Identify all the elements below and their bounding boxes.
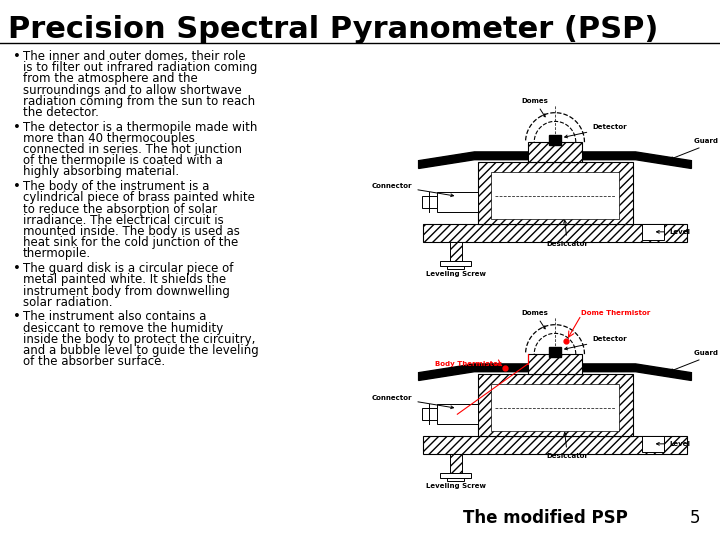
Text: The instrument also contains a: The instrument also contains a <box>23 310 207 323</box>
Bar <box>437 192 477 212</box>
Bar <box>437 404 477 424</box>
Text: inside the body to protect the circuitry,: inside the body to protect the circuitry… <box>23 333 256 346</box>
Text: connected in series. The hot junction: connected in series. The hot junction <box>23 143 242 156</box>
Bar <box>447 478 464 481</box>
Text: Dome Thermistor: Dome Thermistor <box>581 310 651 316</box>
Text: Body Thermistor: Body Thermistor <box>435 361 501 367</box>
Text: more than 40 thermocouples: more than 40 thermocouples <box>23 132 195 145</box>
Bar <box>447 266 464 269</box>
Text: cylindrical piece of brass painted white: cylindrical piece of brass painted white <box>23 191 255 205</box>
Text: and a bubble level to guide the leveling: and a bubble level to guide the leveling <box>23 344 258 357</box>
Bar <box>423 436 687 454</box>
Text: irradiance. The electrical circuit is: irradiance. The electrical circuit is <box>23 214 224 227</box>
Text: Detector: Detector <box>564 336 627 350</box>
Bar <box>441 473 472 478</box>
Text: surroundings and to allow shortwave: surroundings and to allow shortwave <box>23 84 242 97</box>
Text: Domes: Domes <box>521 310 549 329</box>
Text: The modified PSP: The modified PSP <box>463 509 627 527</box>
Text: Level: Level <box>657 229 690 235</box>
Text: desiccant to remove the humidity: desiccant to remove the humidity <box>23 322 223 335</box>
Text: solar radiation.: solar radiation. <box>23 296 112 309</box>
Bar <box>449 241 462 261</box>
Text: from the atmosphere and the: from the atmosphere and the <box>23 72 198 85</box>
Text: of the thermopile is coated with a: of the thermopile is coated with a <box>23 154 223 167</box>
Text: heat sink for the cold junction of the: heat sink for the cold junction of the <box>23 236 238 249</box>
Bar <box>477 161 632 224</box>
Text: mounted inside. The body is used as: mounted inside. The body is used as <box>23 225 240 238</box>
Bar <box>642 436 664 451</box>
Bar <box>422 408 437 420</box>
Text: of the absorber surface.: of the absorber surface. <box>23 355 165 368</box>
Text: metal painted white. It shields the: metal painted white. It shields the <box>23 273 226 286</box>
Bar <box>642 224 664 240</box>
Text: •: • <box>13 50 21 63</box>
Text: Level: Level <box>657 441 690 447</box>
Text: Precision Spectral Pyranometer (PSP): Precision Spectral Pyranometer (PSP) <box>8 15 658 44</box>
Bar <box>441 261 472 266</box>
Text: Desiccator: Desiccator <box>546 220 588 247</box>
Bar <box>449 454 462 473</box>
Text: Connector: Connector <box>372 183 454 197</box>
Bar <box>549 347 561 357</box>
Bar <box>528 142 582 161</box>
Text: The inner and outer domes, their role: The inner and outer domes, their role <box>23 50 246 63</box>
Text: The guard disk is a circular piece of: The guard disk is a circular piece of <box>23 262 233 275</box>
Bar <box>528 354 582 374</box>
Bar <box>422 197 437 208</box>
Text: Detector: Detector <box>564 124 627 138</box>
Bar <box>549 134 561 145</box>
Text: The detector is a thermopile made with: The detector is a thermopile made with <box>23 121 257 134</box>
Text: instrument body from downwelling: instrument body from downwelling <box>23 285 230 298</box>
Bar <box>423 224 687 241</box>
Polygon shape <box>418 364 691 381</box>
Bar <box>492 384 618 431</box>
Text: to reduce the absorption of solar: to reduce the absorption of solar <box>23 202 217 215</box>
Text: •: • <box>13 310 21 323</box>
Text: •: • <box>13 121 21 134</box>
Text: Desiccator: Desiccator <box>546 433 588 458</box>
Text: thermopile.: thermopile. <box>23 247 91 260</box>
Text: is to filter out infrared radiation coming: is to filter out infrared radiation comi… <box>23 61 257 74</box>
Polygon shape <box>418 152 691 168</box>
Text: •: • <box>13 262 21 275</box>
Text: Domes: Domes <box>521 98 549 117</box>
Text: Connector: Connector <box>372 395 454 409</box>
Text: The body of the instrument is a: The body of the instrument is a <box>23 180 210 193</box>
Text: Leveling Screw: Leveling Screw <box>426 483 486 489</box>
Text: the detector.: the detector. <box>23 106 99 119</box>
Text: Leveling Screw: Leveling Screw <box>426 271 486 277</box>
Text: Guard Disk: Guard Disk <box>670 350 720 372</box>
Bar <box>477 374 632 436</box>
Bar <box>492 172 618 219</box>
Text: highly absorbing material.: highly absorbing material. <box>23 165 179 179</box>
Text: 5: 5 <box>690 509 701 527</box>
Text: •: • <box>13 180 21 193</box>
Text: radiation coming from the sun to reach: radiation coming from the sun to reach <box>23 95 255 108</box>
Text: Guard Disk: Guard Disk <box>670 138 720 159</box>
